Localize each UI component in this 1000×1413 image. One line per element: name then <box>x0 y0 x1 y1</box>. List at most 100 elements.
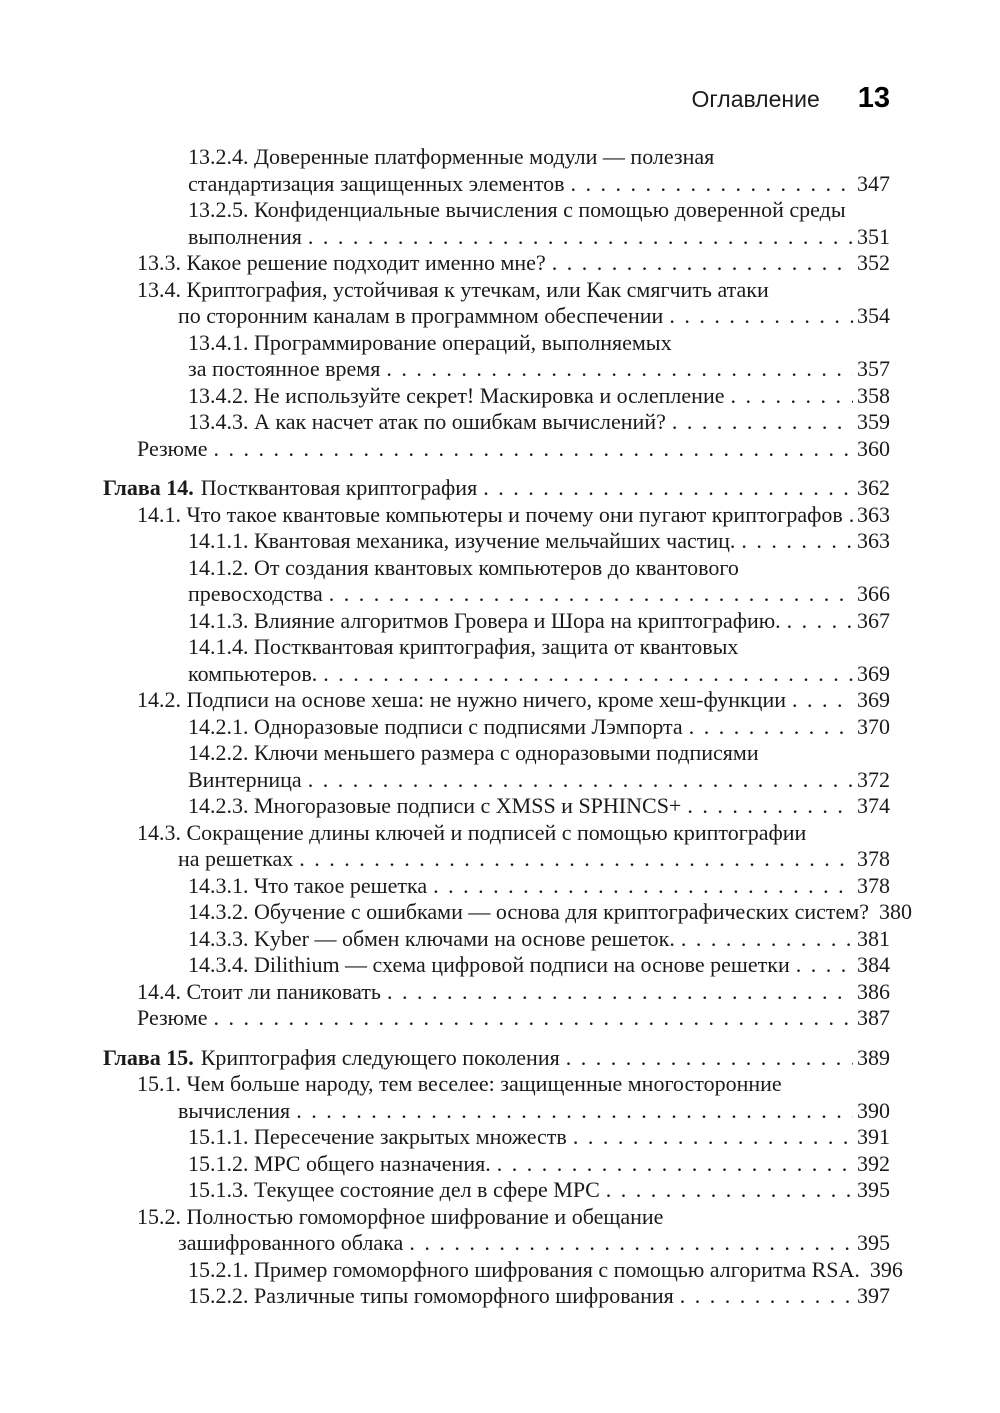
toc-entry-page-number: 384 <box>857 952 890 977</box>
toc-entry-text: 14.1. Что такое квантовые компьютеры и п… <box>137 501 843 527</box>
dot-leader <box>792 687 853 714</box>
toc-entry-page-number: 395 <box>857 1177 890 1202</box>
toc-entry-text: Резюме <box>137 435 208 461</box>
toc-entry-text: 15.2.1. Пример гомоморфного шифрования с… <box>188 1256 860 1282</box>
toc-entry-line: Винтерница 372 <box>103 767 890 794</box>
toc-entry-text: 13.2.5. Конфиденциальные вычисления с по… <box>188 197 846 222</box>
dot-leader <box>689 714 853 741</box>
toc-entry-line: выполнения 351 <box>103 224 890 251</box>
toc-entry-page-number: 347 <box>857 170 890 196</box>
toc-entry-text: на решетках <box>178 846 294 871</box>
toc-entry-page-number: 363 <box>857 501 890 527</box>
dot-leader <box>741 528 853 555</box>
toc-entry-line: 15.1.1. Пересечение закрытых множеств 391 <box>103 1124 890 1151</box>
toc-entry-page-number: 378 <box>857 846 890 871</box>
dot-leader <box>849 502 853 529</box>
toc-entry-line: 14.1.2. От создания квантовых компьютеро… <box>103 555 890 582</box>
toc-entry-text: за постоянное время <box>188 356 381 381</box>
dot-leader <box>497 1151 853 1178</box>
toc-entry-line: по сторонним каналам в программном обесп… <box>103 303 890 330</box>
toc-entry-line: превосходства 366 <box>103 581 890 608</box>
toc-entry-text: 15.1.3. Текущее состояние дел в сфере MP… <box>188 1177 600 1202</box>
toc-entry-text: 15.1.1. Пересечение закрытых множеств <box>188 1124 567 1149</box>
toc-entry-line: 14.3.4. Dilithium — схема цифровой подпи… <box>103 952 890 979</box>
toc-entry-page-number: 359 <box>857 409 890 434</box>
running-header: Оглавление 13 <box>0 82 891 115</box>
toc-entry-text: 15.1. Чем больше народу, тем веселее: за… <box>137 1071 782 1096</box>
toc-entry-line: вычисления 390 <box>103 1098 890 1125</box>
dot-leader <box>680 1283 853 1310</box>
toc-entry-text: Резюме <box>137 1005 208 1030</box>
toc-entry-line: стандартизация защищенных элементов 347 <box>103 171 890 198</box>
dot-leader <box>573 1124 853 1151</box>
toc-entry-text: 13.2.4. Доверенные платформенные модули … <box>188 144 715 169</box>
chapter-number-label: Глава 14. <box>103 475 194 500</box>
toc-entry-line: компьютеров. 369 <box>103 661 890 688</box>
toc-entry-line: 14.1.1. Квантовая механика, изучение мел… <box>103 528 890 555</box>
toc-entry-line: 15.2.2. Различные типы гомоморфного шифр… <box>103 1283 890 1310</box>
dot-leader <box>606 1177 853 1204</box>
toc-entry-text: по сторонним каналам в программном обесп… <box>178 303 664 328</box>
dot-leader <box>299 846 853 873</box>
toc-entry-line: на решетках 378 <box>103 846 890 873</box>
toc-entry-line: Резюме 360 <box>103 436 890 463</box>
toc-entry-text: 14.3.2. Обучение с ошибками — основа для… <box>188 899 869 924</box>
toc-entry-line: 14.2.1. Одноразовые подписи с подписями … <box>103 714 890 741</box>
toc-entry-line: за постоянное время 357 <box>103 356 890 383</box>
toc-entry-line: 15.2. Полностью гомоморфное шифрование и… <box>103 1204 890 1231</box>
toc-entry-line: Резюме 387 <box>103 1005 890 1032</box>
toc-entry-line: 14.2.3. Многоразовые подписи с XMSS и SP… <box>103 793 890 820</box>
toc-entry-text: 14.2.2. Ключи меньшего размера с однораз… <box>188 740 759 765</box>
toc-entry-line: 13.4.2. Не используйте секрет! Маскировк… <box>103 383 890 410</box>
dot-leader <box>387 979 853 1006</box>
dot-leader <box>566 1045 853 1072</box>
toc-entry-text: зашифрованного облака <box>178 1230 404 1255</box>
toc-entry-line: 14.1.4. Постквантовая криптография, защи… <box>103 634 890 661</box>
toc-entry-page-number: 389 <box>857 1044 890 1070</box>
toc-entry-line: 15.1. Чем больше народу, тем веселее: за… <box>103 1071 890 1098</box>
dot-leader <box>730 383 853 410</box>
dot-leader <box>296 1098 853 1125</box>
dot-leader <box>409 1230 853 1257</box>
toc-entry-text: 14.2.1. Одноразовые подписи с подписями … <box>188 713 683 739</box>
toc-entry-line: 14.4. Стоит ли паниковать 386 <box>103 979 890 1006</box>
toc-entry-line: 14.3.2. Обучение с ошибками — основа для… <box>103 899 912 926</box>
toc-entry-line: 15.1.3. Текущее состояние дел в сфере MP… <box>103 1177 890 1204</box>
toc-entry-page-number: 386 <box>857 978 890 1004</box>
toc-entry-line: 13.2.4. Доверенные платформенные модули … <box>103 144 890 171</box>
toc-entry-page-number: 369 <box>857 660 890 686</box>
dot-leader <box>386 356 853 383</box>
toc-entry-page-number: 387 <box>857 1005 890 1030</box>
toc-entry-line: 13.3. Какое решение подходит именно мне?… <box>103 250 890 277</box>
toc-entry-text: 14.1.2. От создания квантовых компьютеро… <box>188 554 739 580</box>
toc-entry-page-number: 354 <box>857 303 890 328</box>
toc-entry-page-number: 362 <box>857 475 890 500</box>
toc-entry-page-number: 360 <box>857 435 890 461</box>
toc-entry-page-number: 390 <box>857 1097 890 1123</box>
dot-leader <box>796 952 853 979</box>
toc-entry-line: 15.2.1. Пример гомоморфного шифрования с… <box>103 1256 903 1284</box>
toc-entry-line: 14.1. Что такое квантовые компьютеры и п… <box>103 502 890 529</box>
toc-entry-page-number: 352 <box>857 250 890 275</box>
toc-entry-text: 13.3. Какое решение подходит именно мне? <box>137 250 546 275</box>
toc-entry-page-number: 357 <box>857 356 890 381</box>
page-number: 13 <box>857 82 890 114</box>
dot-leader <box>571 171 853 198</box>
toc-entry-line: 13.4. Криптография, устойчивая к утечкам… <box>103 277 890 304</box>
toc-entry-page-number: 374 <box>857 793 890 818</box>
toc-entry-text: 14.3.3. Kyber — обмен ключами на основе … <box>188 925 675 951</box>
toc-entry-page-number: 391 <box>857 1124 890 1149</box>
toc-entry-page-number: 380 <box>878 899 912 924</box>
toc-entry-text: 14.1.3. Влияние алгоритмов Гровера и Шор… <box>188 607 781 633</box>
toc-entry-text: 14.4. Стоит ли паниковать <box>137 978 381 1004</box>
toc-entry-text: 14.1.1. Квантовая механика, изучение мел… <box>188 528 736 553</box>
toc-chapter-entry: Глава 15. Криптография следующего поколен… <box>103 1045 890 1072</box>
dot-leader <box>308 767 853 794</box>
toc-entry-text: 14.1.4. Постквантовая криптография, защи… <box>188 634 739 659</box>
toc-entry-text: Постквантовая криптография <box>200 475 478 500</box>
dot-leader <box>433 873 853 900</box>
dot-leader <box>669 303 853 330</box>
toc-entry-page-number: 381 <box>857 925 890 951</box>
toc-entry-text: 14.2.3. Многоразовые подписи с XMSS и SP… <box>188 793 682 818</box>
toc-chapter-entry: Глава 14.Постквантовая криптография 362 <box>103 475 890 502</box>
